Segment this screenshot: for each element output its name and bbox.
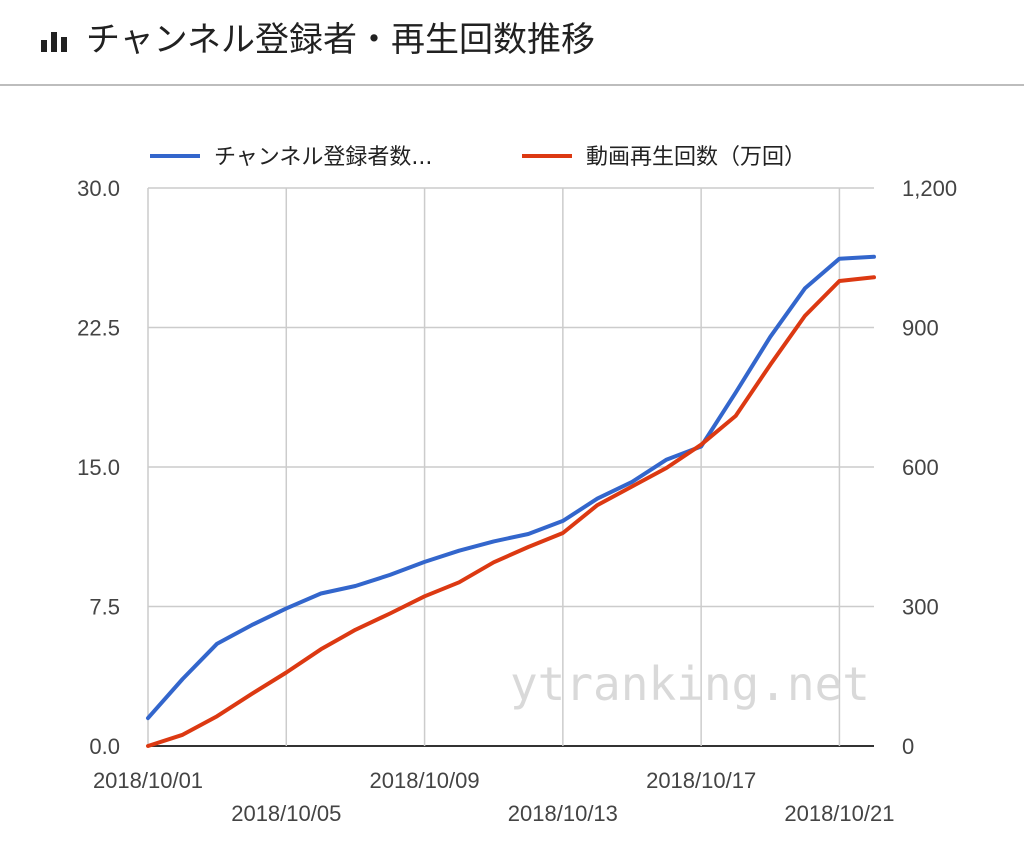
x-tick-label: 2018/10/13 — [508, 801, 618, 826]
y-right-tick-label: 1,200 — [902, 176, 957, 201]
y-left-tick-label: 15.0 — [77, 455, 120, 480]
y-left-tick-label: 0.0 — [89, 734, 120, 759]
bar-chart-icon — [41, 32, 67, 52]
y-right-tick-label: 300 — [902, 595, 939, 620]
x-tick-label: 2018/10/05 — [231, 801, 341, 826]
page-title: チャンネル登録者・再生回数推移 — [86, 20, 595, 60]
x-tick-label: 2018/10/01 — [93, 768, 203, 793]
x-tick-label: 2018/10/21 — [784, 801, 894, 826]
page-header: チャンネル登録者・再生回数推移 — [0, 0, 1024, 86]
x-tick-label: 2018/10/17 — [646, 768, 756, 793]
y-left-tick-label: 30.0 — [77, 176, 120, 201]
y-left-tick-label: 7.5 — [89, 595, 120, 620]
legend-label-2: 動画再生回数（万回） — [586, 145, 806, 170]
y-right-tick-label: 900 — [902, 316, 939, 341]
y-left-tick-label: 22.5 — [77, 316, 120, 341]
legend-label-1: チャンネル登録者数... — [214, 145, 432, 170]
dual-axis-line-chart: 0.0 0 7.5 300 15.0 600 22.5 900 30.0 1,200 2018/10… — [77, 145, 957, 826]
watermark-text: ytranking.net — [510, 657, 870, 711]
series-line-1 — [146, 254, 876, 721]
y-right-tick-label: 0 — [902, 734, 914, 759]
y-right-tick-label: 600 — [902, 455, 939, 480]
x-tick-label: 2018/10/09 — [370, 768, 480, 793]
series-line-2 — [146, 275, 876, 748]
